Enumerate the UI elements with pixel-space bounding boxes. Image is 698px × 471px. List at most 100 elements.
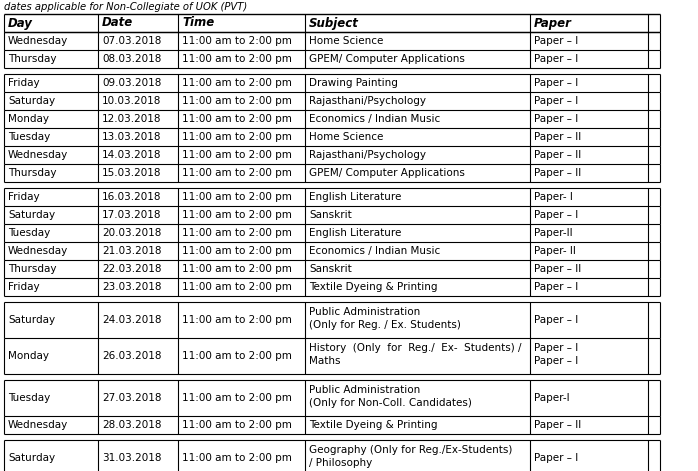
Text: Friday: Friday xyxy=(8,282,40,292)
Text: Public Administration
(Only for Reg. / Ex. Students): Public Administration (Only for Reg. / E… xyxy=(309,307,461,330)
Text: History  (Only  for  Reg./  Ex-  Students) /
Maths: History (Only for Reg./ Ex- Students) / … xyxy=(309,343,521,366)
Text: 11:00 am to 2:00 pm: 11:00 am to 2:00 pm xyxy=(182,150,292,160)
Text: Paper – I: Paper – I xyxy=(534,315,578,325)
Text: 24.03.2018: 24.03.2018 xyxy=(102,315,161,325)
Text: 11:00 am to 2:00 pm: 11:00 am to 2:00 pm xyxy=(182,54,292,64)
Text: 14.03.2018: 14.03.2018 xyxy=(102,150,161,160)
Text: Textile Dyeing & Printing: Textile Dyeing & Printing xyxy=(309,282,438,292)
Text: 23.03.2018: 23.03.2018 xyxy=(102,282,161,292)
Text: 11:00 am to 2:00 pm: 11:00 am to 2:00 pm xyxy=(182,246,292,256)
Text: 13.03.2018: 13.03.2018 xyxy=(102,132,161,142)
Text: Friday: Friday xyxy=(8,192,40,202)
Text: Tuesday: Tuesday xyxy=(8,228,50,238)
Text: 07.03.2018: 07.03.2018 xyxy=(102,36,161,46)
Text: Date: Date xyxy=(102,16,133,30)
Text: Paper – I: Paper – I xyxy=(534,78,578,88)
Text: Paper – II: Paper – II xyxy=(534,420,581,430)
Text: Thursday: Thursday xyxy=(8,264,57,274)
Text: 11:00 am to 2:00 pm: 11:00 am to 2:00 pm xyxy=(182,282,292,292)
Text: English Literature: English Literature xyxy=(309,228,401,238)
Text: 11:00 am to 2:00 pm: 11:00 am to 2:00 pm xyxy=(182,264,292,274)
Text: Saturday: Saturday xyxy=(8,315,55,325)
Text: Time: Time xyxy=(182,16,214,30)
Text: Paper – I: Paper – I xyxy=(534,36,578,46)
Text: Paper – I: Paper – I xyxy=(534,114,578,124)
Text: 27.03.2018: 27.03.2018 xyxy=(102,393,161,403)
Text: Paper – I
Paper – I: Paper – I Paper – I xyxy=(534,343,578,366)
Text: Paper – II: Paper – II xyxy=(534,168,581,178)
Text: Drawing Painting: Drawing Painting xyxy=(309,78,398,88)
Text: Sanskrit: Sanskrit xyxy=(309,264,352,274)
Text: Rajasthani/Psychology: Rajasthani/Psychology xyxy=(309,96,426,106)
Text: 11:00 am to 2:00 pm: 11:00 am to 2:00 pm xyxy=(182,393,292,403)
Text: Wednesday: Wednesday xyxy=(8,150,68,160)
Text: Paper – I: Paper – I xyxy=(534,210,578,220)
Text: Paper: Paper xyxy=(534,16,572,30)
Text: Saturday: Saturday xyxy=(8,210,55,220)
Text: Home Science: Home Science xyxy=(309,36,383,46)
Text: Wednesday: Wednesday xyxy=(8,36,68,46)
Text: 31.03.2018: 31.03.2018 xyxy=(102,453,161,463)
Text: 11:00 am to 2:00 pm: 11:00 am to 2:00 pm xyxy=(182,78,292,88)
Text: Tuesday: Tuesday xyxy=(8,132,50,142)
Text: 11:00 am to 2:00 pm: 11:00 am to 2:00 pm xyxy=(182,168,292,178)
Text: 11:00 am to 2:00 pm: 11:00 am to 2:00 pm xyxy=(182,315,292,325)
Text: 11:00 am to 2:00 pm: 11:00 am to 2:00 pm xyxy=(182,351,292,361)
Text: 10.03.2018: 10.03.2018 xyxy=(102,96,161,106)
Text: GPEM/ Computer Applications: GPEM/ Computer Applications xyxy=(309,168,465,178)
Text: Subject: Subject xyxy=(309,16,359,30)
Text: Paper – II: Paper – II xyxy=(534,150,581,160)
Text: Paper – I: Paper – I xyxy=(534,54,578,64)
Text: Saturday: Saturday xyxy=(8,96,55,106)
Text: 22.03.2018: 22.03.2018 xyxy=(102,264,161,274)
Text: 11:00 am to 2:00 pm: 11:00 am to 2:00 pm xyxy=(182,114,292,124)
Text: Day: Day xyxy=(8,16,33,30)
Text: Public Administration
(Only for Non-Coll. Candidates): Public Administration (Only for Non-Coll… xyxy=(309,385,472,408)
Text: 11:00 am to 2:00 pm: 11:00 am to 2:00 pm xyxy=(182,210,292,220)
Text: Paper – II: Paper – II xyxy=(534,132,581,142)
Text: 11:00 am to 2:00 pm: 11:00 am to 2:00 pm xyxy=(182,192,292,202)
Text: 12.03.2018: 12.03.2018 xyxy=(102,114,161,124)
Text: dates applicable for Non-Collegiate of UOK (PVT): dates applicable for Non-Collegiate of U… xyxy=(4,2,247,12)
Text: English Literature: English Literature xyxy=(309,192,401,202)
Text: Home Science: Home Science xyxy=(309,132,383,142)
Text: Rajasthani/Psychology: Rajasthani/Psychology xyxy=(309,150,426,160)
Text: Friday: Friday xyxy=(8,78,40,88)
Text: Thursday: Thursday xyxy=(8,54,57,64)
Text: 11:00 am to 2:00 pm: 11:00 am to 2:00 pm xyxy=(182,228,292,238)
Text: Wednesday: Wednesday xyxy=(8,420,68,430)
Text: Paper – I: Paper – I xyxy=(534,282,578,292)
Text: Thursday: Thursday xyxy=(8,168,57,178)
Text: 11:00 am to 2:00 pm: 11:00 am to 2:00 pm xyxy=(182,36,292,46)
Text: 28.03.2018: 28.03.2018 xyxy=(102,420,161,430)
Text: Geography (Only for Reg./Ex-Students)
/ Philosophy: Geography (Only for Reg./Ex-Students) / … xyxy=(309,445,512,468)
Text: 20.03.2018: 20.03.2018 xyxy=(102,228,161,238)
Text: Paper – I: Paper – I xyxy=(534,453,578,463)
Text: Paper-II: Paper-II xyxy=(534,228,572,238)
Text: 16.03.2018: 16.03.2018 xyxy=(102,192,161,202)
Text: Paper- II: Paper- II xyxy=(534,246,576,256)
Text: Monday: Monday xyxy=(8,114,49,124)
Text: Paper – II: Paper – II xyxy=(534,264,581,274)
Text: 11:00 am to 2:00 pm: 11:00 am to 2:00 pm xyxy=(182,453,292,463)
Text: Tuesday: Tuesday xyxy=(8,393,50,403)
Text: 11:00 am to 2:00 pm: 11:00 am to 2:00 pm xyxy=(182,132,292,142)
Text: Monday: Monday xyxy=(8,351,49,361)
Text: Saturday: Saturday xyxy=(8,453,55,463)
Text: 11:00 am to 2:00 pm: 11:00 am to 2:00 pm xyxy=(182,420,292,430)
Text: Paper – I: Paper – I xyxy=(534,96,578,106)
Text: Sanskrit: Sanskrit xyxy=(309,210,352,220)
Text: 09.03.2018: 09.03.2018 xyxy=(102,78,161,88)
Text: Economics / Indian Music: Economics / Indian Music xyxy=(309,246,440,256)
Text: GPEM/ Computer Applications: GPEM/ Computer Applications xyxy=(309,54,465,64)
Text: 17.03.2018: 17.03.2018 xyxy=(102,210,161,220)
Text: Wednesday: Wednesday xyxy=(8,246,68,256)
Text: Textile Dyeing & Printing: Textile Dyeing & Printing xyxy=(309,420,438,430)
Text: 21.03.2018: 21.03.2018 xyxy=(102,246,161,256)
Text: Paper-I: Paper-I xyxy=(534,393,570,403)
Text: 15.03.2018: 15.03.2018 xyxy=(102,168,161,178)
Text: Economics / Indian Music: Economics / Indian Music xyxy=(309,114,440,124)
Text: Paper- I: Paper- I xyxy=(534,192,573,202)
Text: 26.03.2018: 26.03.2018 xyxy=(102,351,161,361)
Text: 08.03.2018: 08.03.2018 xyxy=(102,54,161,64)
